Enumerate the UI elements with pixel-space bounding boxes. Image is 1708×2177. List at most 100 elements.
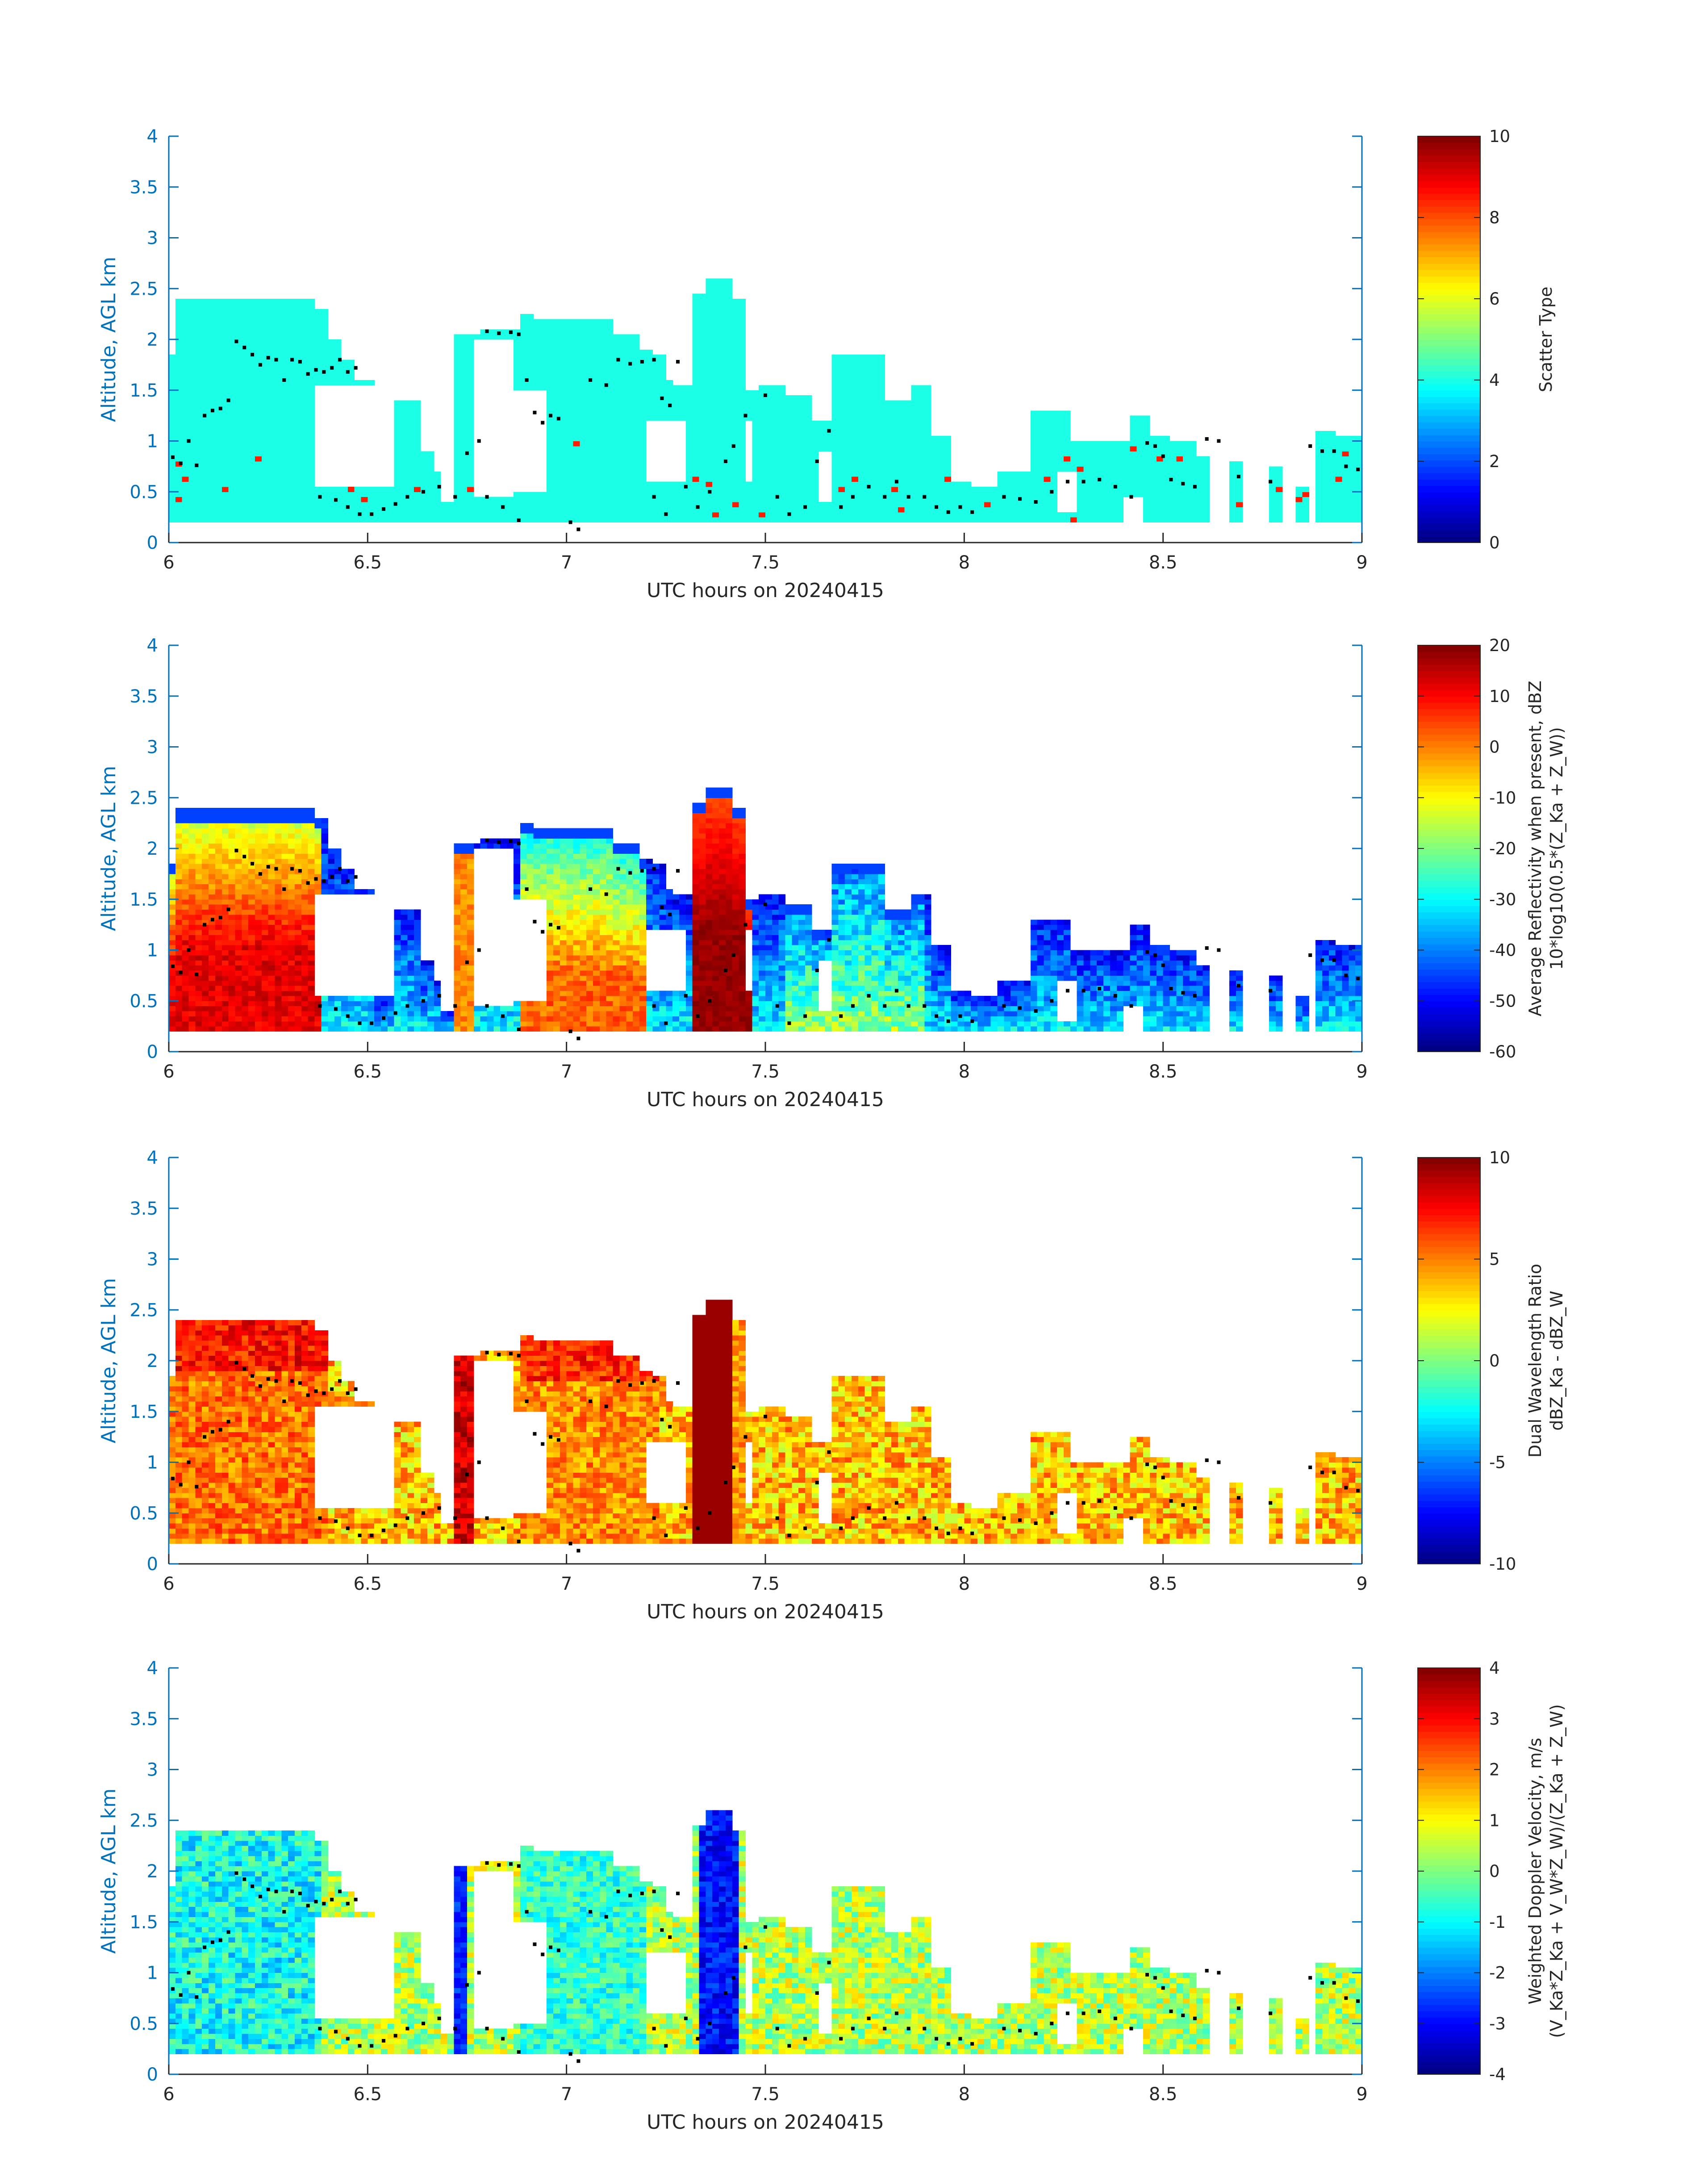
heatmap-cell <box>586 426 593 431</box>
heatmap-cell <box>739 486 746 492</box>
heatmap-cell <box>573 471 580 477</box>
heatmap-cell <box>255 304 262 309</box>
heatmap-cell <box>798 436 806 442</box>
heatmap-cell <box>235 894 242 900</box>
heatmap-cell <box>1229 502 1236 507</box>
cloud-base-dot <box>422 490 426 494</box>
heatmap-cell <box>918 486 925 492</box>
heatmap-cell <box>573 359 580 365</box>
heatmap-cell <box>639 415 647 421</box>
heatmap-cell <box>195 823 202 829</box>
heatmap-cell <box>175 1016 183 1022</box>
heatmap-cell <box>772 395 779 401</box>
heatmap-cell <box>460 421 468 426</box>
heatmap-cell <box>209 955 216 961</box>
heatmap-cell <box>169 1011 176 1016</box>
heatmap-cell <box>242 370 249 376</box>
colorbar-swatch <box>1418 415 1480 422</box>
heatmap-cell <box>255 965 262 971</box>
heatmap-cell <box>1057 446 1064 451</box>
heatmap-cell <box>520 319 527 325</box>
heatmap-cell <box>467 339 474 345</box>
heatmap-cell <box>1090 512 1097 518</box>
heatmap-cell <box>248 390 255 396</box>
heatmap-cell <box>248 1011 255 1016</box>
heatmap-cell <box>831 400 839 406</box>
heatmap-cell <box>997 471 1004 477</box>
heatmap-cell <box>646 507 653 513</box>
heatmap-cell <box>725 446 733 451</box>
colorbar-swatch <box>1418 466 1480 473</box>
heatmap-cell <box>228 1016 236 1022</box>
heatmap-cell <box>248 507 255 513</box>
heatmap-cell <box>685 390 693 396</box>
heatmap-cell <box>759 410 766 416</box>
heatmap-cell <box>1123 461 1131 467</box>
heatmap-cell <box>1070 466 1077 472</box>
heatmap-cell <box>818 502 826 507</box>
heatmap-cell <box>924 461 931 467</box>
heatmap-cell <box>487 502 494 507</box>
heatmap-cell <box>586 517 593 523</box>
heatmap-cell <box>864 370 872 376</box>
heatmap-cell <box>460 344 468 350</box>
heatmap-cell <box>1236 497 1243 502</box>
heatmap-cell <box>1183 456 1190 462</box>
heatmap-cell <box>633 461 640 467</box>
heatmap-cell <box>858 415 865 421</box>
heatmap-cell <box>553 370 560 376</box>
heatmap-cell <box>937 436 945 442</box>
heatmap-cell <box>215 853 222 859</box>
heatmap-cell <box>195 471 202 477</box>
heatmap-cell <box>772 466 779 472</box>
colorbar-swatch <box>1418 472 1480 480</box>
heatmap-cell <box>792 430 799 436</box>
heatmap-cell <box>195 486 202 492</box>
heatmap-cell <box>1030 461 1038 467</box>
heatmap-cell <box>1149 512 1157 518</box>
heatmap-cell <box>202 430 209 436</box>
heatmap-cell <box>533 364 540 370</box>
heatmap-cell <box>175 1026 183 1032</box>
heatmap-cell <box>202 909 209 915</box>
heatmap-cell <box>301 456 309 462</box>
heatmap-cell <box>732 517 739 523</box>
heatmap-cell <box>765 436 773 442</box>
heatmap-cell <box>261 879 269 885</box>
heatmap-cell <box>1183 497 1190 502</box>
heatmap-cell <box>268 486 276 492</box>
heatmap-cell <box>785 451 792 457</box>
heatmap-cell <box>845 492 852 497</box>
heatmap-cell <box>188 395 196 401</box>
heatmap-cell <box>745 517 752 523</box>
heatmap-cell <box>573 446 580 451</box>
colorbar-swatch <box>1418 530 1480 537</box>
heatmap-cell <box>188 329 196 335</box>
heatmap-cell <box>1349 466 1356 472</box>
heatmap-cell <box>195 441 202 447</box>
heatmap-cell <box>248 512 255 518</box>
heatmap-cell <box>719 319 726 325</box>
heatmap-cell <box>633 355 640 360</box>
heatmap-cell <box>626 370 633 376</box>
heatmap-cell <box>248 380 255 385</box>
heatmap-cell <box>242 446 249 451</box>
heatmap-cell <box>175 818 183 823</box>
heatmap-cell <box>209 517 216 523</box>
heatmap-cell <box>275 492 282 497</box>
heatmap-cell <box>1190 466 1197 472</box>
heatmap-cell <box>778 471 786 477</box>
heatmap-cell <box>719 334 726 340</box>
heatmap-cell <box>626 471 633 477</box>
heatmap-cell <box>593 507 600 513</box>
heatmap-cell <box>1315 471 1323 477</box>
heatmap-cell <box>175 960 183 966</box>
heatmap-cell <box>659 405 666 411</box>
heatmap-cell <box>1030 436 1038 442</box>
heatmap-cell <box>599 426 607 431</box>
heatmap-cell <box>526 497 534 502</box>
heatmap-cell <box>885 502 892 507</box>
heatmap-cell <box>606 456 614 462</box>
heatmap-cell <box>275 502 282 507</box>
heatmap-cell <box>407 456 414 462</box>
